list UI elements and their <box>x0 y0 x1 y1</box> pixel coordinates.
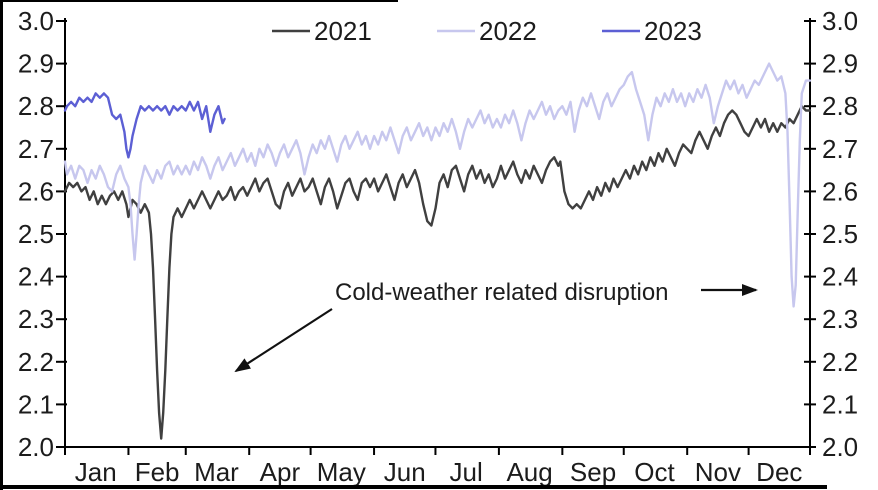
series-line-2023 <box>63 92 226 159</box>
y-axis-left-label: 2.1 <box>18 389 54 419</box>
y-axis-left-label: 2.7 <box>18 134 54 164</box>
y-axis-left-label: 2.2 <box>18 347 54 377</box>
y-axis-left-label: 2.4 <box>18 262 54 292</box>
y-axis-left-label: 2.8 <box>18 91 54 121</box>
x-axis-label-apr: Apr <box>260 457 301 487</box>
x-axis-label-dec: Dec <box>756 457 802 487</box>
y-axis-right-label: 2.3 <box>822 304 858 334</box>
x-axis-label-may: May <box>317 457 366 487</box>
x-axis-label-jul: Jul <box>450 457 483 487</box>
legend-item-2021: 2021 <box>272 16 372 46</box>
y-axis-ticks <box>56 20 816 448</box>
y-axis-right-label: 3.0 <box>822 6 858 36</box>
y-axis-right-label: 2.7 <box>822 134 858 164</box>
legend-item-2023: 2023 <box>602 16 702 46</box>
x-axis-label-oct: Oct <box>634 457 675 487</box>
x-axis-label-jun: Jun <box>384 457 426 487</box>
x-axis-label-mar: Mar <box>194 457 239 487</box>
y-axis-right-label: 2.1 <box>822 389 858 419</box>
annotation-arrow-left <box>234 308 333 373</box>
y-axis-right-label: 2.6 <box>822 176 858 206</box>
x-axis-label-aug: Aug <box>506 457 552 487</box>
legend-label-2021: 2021 <box>314 16 372 46</box>
x-axis-label-nov: Nov <box>695 457 741 487</box>
x-axis-label-sep: Sep <box>570 457 616 487</box>
frame-border-left <box>0 0 3 490</box>
y-axis-right-label: 2.9 <box>822 49 858 79</box>
x-axis-ticks <box>64 447 811 455</box>
y-axis-left-label: 2.6 <box>18 176 54 206</box>
legend-label-2023: 2023 <box>644 16 702 46</box>
frame-border-bottom <box>0 485 827 489</box>
y-axis-right-label: 2.4 <box>822 262 858 292</box>
y-axis-left-label: 2.9 <box>18 49 54 79</box>
y-axis-right-label: 2.0 <box>822 432 858 462</box>
x-axis-label-feb: Feb <box>135 457 180 487</box>
series-line-2021 <box>63 104 812 440</box>
x-axis-label-jan: Jan <box>75 457 117 487</box>
series-line-2022 <box>63 62 812 308</box>
frame-border-top <box>0 0 398 2</box>
y-axis-right-label: 2.8 <box>822 91 858 121</box>
legend-label-2022: 2022 <box>479 16 537 46</box>
legend-item-2022: 2022 <box>437 16 537 46</box>
y-axis-right-label: 2.5 <box>822 219 858 249</box>
y-axis-right-label: 2.2 <box>822 347 858 377</box>
y-axis-left-label: 2.0 <box>18 432 54 462</box>
annotation-text: Cold-weather related disruption <box>335 279 669 306</box>
y-axis-left-label: 3.0 <box>18 6 54 36</box>
y-axis-left-label: 2.5 <box>18 219 54 249</box>
y-axis-left-label: 2.3 <box>18 304 54 334</box>
